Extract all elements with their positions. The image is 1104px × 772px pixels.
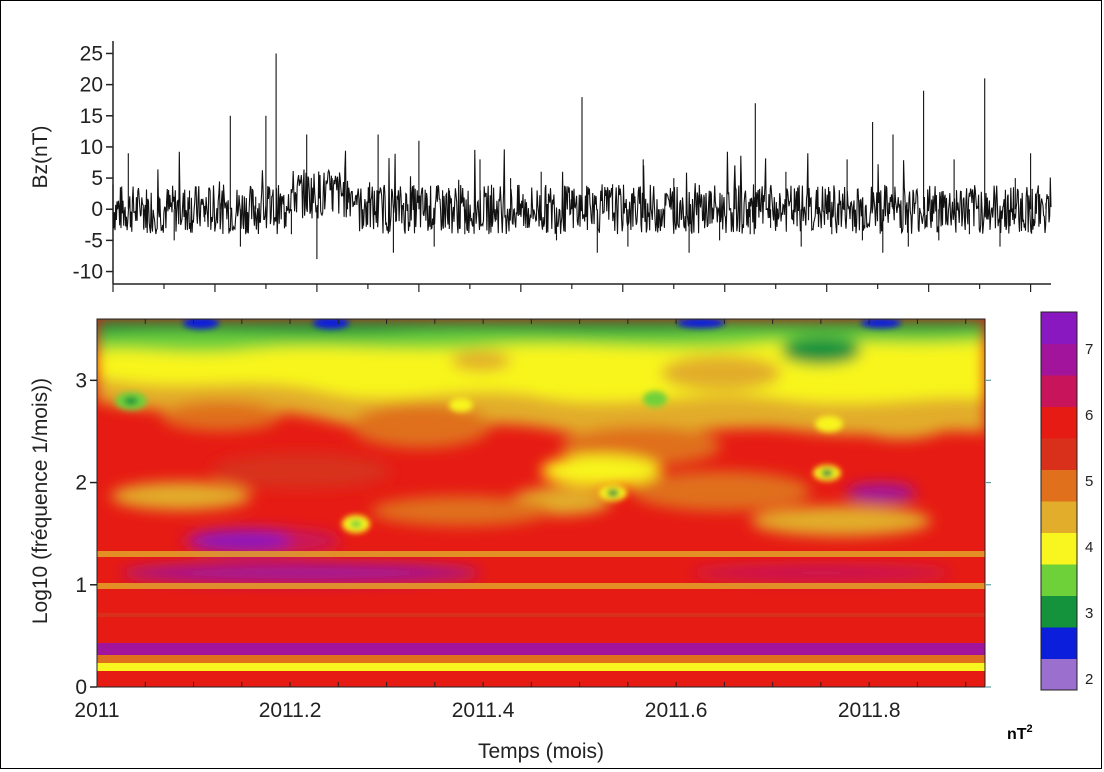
colorbar-swatch bbox=[1041, 658, 1077, 691]
colorbar-ticks: 2 3 4 5 6 7 bbox=[1085, 341, 1093, 688]
bz-y-axis-label: Bz(nT) bbox=[29, 126, 52, 189]
bz-y-tick-label: 15 bbox=[80, 105, 103, 128]
spectrogram-x-tick-label: 2011.8 bbox=[838, 699, 901, 722]
spectrogram-x-tick-label: 2011.4 bbox=[452, 699, 515, 722]
colorbar-swatch bbox=[1041, 595, 1077, 628]
spectrogram-y-tick-label: 1 bbox=[75, 574, 87, 597]
spectrogram-x-ticks: 2011 2011.2 2011.4 2011.6 2011.8 bbox=[74, 319, 967, 722]
colorbar-unit-base: nT bbox=[1007, 726, 1027, 743]
spectrogram-x-tick-label: 2011 bbox=[74, 699, 119, 722]
colorbar-swatch bbox=[1041, 532, 1077, 565]
bz-series-line bbox=[112, 53, 1052, 260]
colorbar-swatch bbox=[1041, 343, 1077, 376]
spectrogram-panel: 0 1 2 3 2011 2011.2 2011.4 2011.6 2011.8 Log10 … bbox=[29, 318, 991, 763]
spectrogram-y-axis-label: Log10 (fréquence 1/mois)) bbox=[29, 378, 52, 624]
spectrogram-y-tick-label: 2 bbox=[75, 472, 87, 495]
bz-y-tick-label: 0 bbox=[91, 198, 103, 221]
colorbar-swatch bbox=[1041, 469, 1077, 502]
colorbar-swatches bbox=[1041, 312, 1077, 691]
bz-y-tick-label: -5 bbox=[84, 229, 103, 252]
spectrogram-x-tick-label: 2011.6 bbox=[645, 699, 708, 722]
colorbar-tick-label: 4 bbox=[1085, 539, 1093, 556]
colorbar-swatch bbox=[1041, 406, 1077, 439]
bz-panel: -10 -5 0 5 10 15 20 25 Bz(nT) bbox=[29, 41, 1052, 292]
bz-y-tick-label: 5 bbox=[91, 167, 103, 190]
colorbar-swatch bbox=[1041, 438, 1077, 470]
spectrogram-y-tick-label: 0 bbox=[75, 676, 87, 699]
bz-y-tick-label: -10 bbox=[73, 261, 103, 284]
spectrogram-y-ticks: 0 1 2 3 bbox=[75, 369, 991, 699]
colorbar-swatch bbox=[1041, 312, 1077, 344]
bz-y-ticks: -10 -5 0 5 10 15 20 25 bbox=[73, 42, 113, 284]
spectrogram-x-tick-label: 2011.2 bbox=[259, 699, 322, 722]
colorbar-swatch bbox=[1041, 627, 1077, 659]
colorbar-tick-label: 7 bbox=[1085, 341, 1093, 358]
spectrogram-y-tick-label: 3 bbox=[75, 369, 87, 392]
spectrogram-border bbox=[96, 318, 986, 688]
colorbar-tick-label: 2 bbox=[1085, 671, 1093, 688]
colorbar-tick-label: 3 bbox=[1085, 605, 1093, 622]
colorbar-tick-label: 6 bbox=[1085, 407, 1093, 424]
colorbar-unit-exponent: 2 bbox=[1027, 723, 1033, 735]
bz-y-tick-label: 10 bbox=[80, 136, 103, 159]
bz-y-tick-label: 20 bbox=[80, 74, 103, 97]
x-axis-label: Temps (mois) bbox=[478, 740, 604, 763]
colorbar-tick-label: 5 bbox=[1085, 473, 1093, 490]
bz-y-tick-label: 25 bbox=[80, 42, 103, 65]
spectrogram-field bbox=[97, 319, 985, 687]
colorbar-border bbox=[1040, 311, 1078, 691]
bz-x-ticks bbox=[112, 284, 1032, 292]
colorbar-swatch bbox=[1041, 375, 1077, 407]
colorbar-swatch bbox=[1041, 501, 1077, 533]
colorbar-unit: nT2 bbox=[1007, 723, 1033, 743]
colorbar-swatch bbox=[1041, 564, 1077, 596]
